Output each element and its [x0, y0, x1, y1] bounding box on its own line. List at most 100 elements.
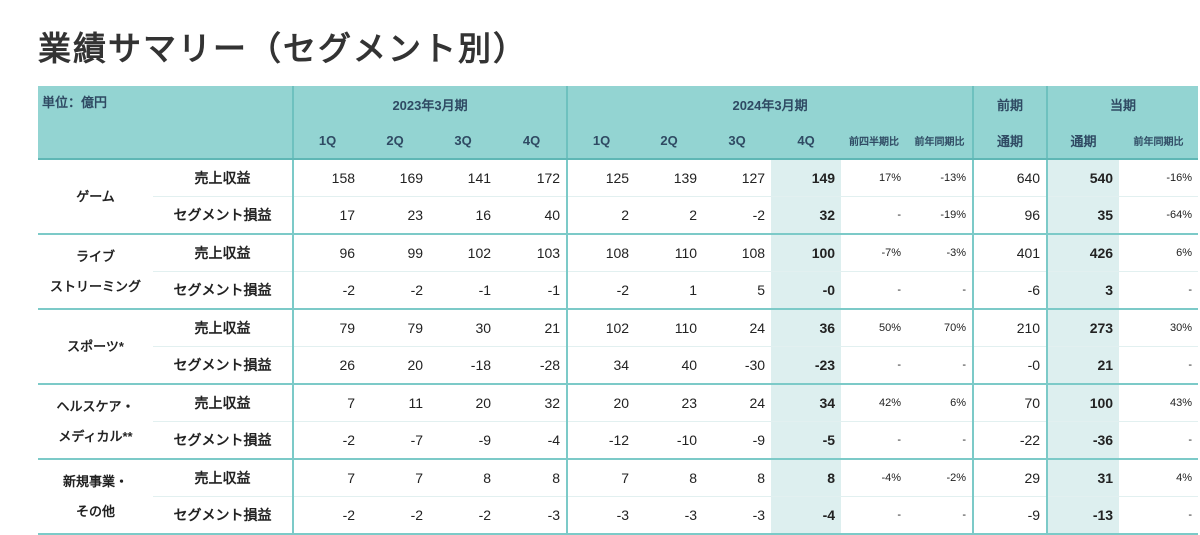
fy24-q2-value: 40: [635, 346, 704, 385]
curr-full-value: 540: [1046, 159, 1120, 197]
fy23-q2-value: 20: [361, 346, 430, 385]
fy23-q3-value: -2: [429, 496, 498, 535]
fy24-q4-value: 32: [771, 196, 842, 235]
fy23-q1-value: -2: [292, 271, 362, 310]
fy23-q4-value: -28: [497, 346, 568, 385]
qoq-header: 前四半期比: [841, 122, 908, 160]
fy24-q4-value: 8: [771, 459, 842, 497]
fy23-q3-value: 30: [429, 309, 498, 347]
curr-yoy-value: -: [1119, 271, 1199, 310]
table-row: ライブ ストリーミング 売上収益 96 99 102 103 108 110 108 100 -7%…: [38, 234, 1199, 310]
fy24-q4-value: -0: [771, 271, 842, 310]
curr-yoy-value: 30%: [1119, 309, 1199, 347]
fy23-q4-value: 8: [497, 459, 568, 497]
prev-full-header: 通期: [972, 122, 1048, 160]
qoq-value: -: [841, 271, 908, 310]
fy24-q1-value: 102: [566, 309, 636, 347]
fy2024-header: 2024年3月期: [566, 86, 974, 122]
fy24-q3-value: 5: [703, 271, 772, 310]
fy23-q2-value: -7: [361, 421, 430, 460]
segment-name: 新規事業・ その他: [38, 459, 153, 535]
qoq-value: -7%: [841, 234, 908, 272]
qoq-value: 42%: [841, 384, 908, 422]
curr-yoy-value: -16%: [1119, 159, 1199, 197]
fy24-q2-header: 2Q: [635, 122, 704, 160]
curr-full-value: 35: [1046, 196, 1120, 235]
fy23-q3-value: 8: [429, 459, 498, 497]
metric-label: 売上収益: [153, 459, 294, 497]
fy24-q4-value: 149: [771, 159, 842, 197]
fy23-q2-value: 99: [361, 234, 430, 272]
qoq-value: -: [841, 421, 908, 460]
fy23-q4-value: 21: [497, 309, 568, 347]
curr-full-value: -36: [1046, 421, 1120, 460]
fy24-q3-value: 8: [703, 459, 772, 497]
prev-full-value: -6: [972, 271, 1048, 310]
fy24-q1-value: 125: [566, 159, 636, 197]
fy23-q1-header: 1Q: [292, 122, 362, 160]
yoy-value: 70%: [907, 309, 974, 347]
curr-yoy-header: 前年同期比: [1119, 122, 1199, 160]
header-spacer: [38, 122, 294, 160]
segment-summary-table: 単位：億円 2023年3月期 2024年3月期 前期 当期 1Q 2Q 3Q 4…: [38, 86, 1199, 535]
fy24-q4-value: -23: [771, 346, 842, 385]
curr-period-header: 当期: [1046, 86, 1199, 122]
qoq-value: 50%: [841, 309, 908, 347]
fy23-q3-value: -1: [429, 271, 498, 310]
yoy-value: -: [907, 421, 974, 460]
fy24-q2-value: 23: [635, 384, 704, 422]
metric-label: セグメント損益: [153, 271, 294, 310]
prev-full-value: -9: [972, 496, 1048, 535]
fy24-q4-value: -4: [771, 496, 842, 535]
curr-full-header: 通期: [1046, 122, 1120, 160]
fy24-q2-value: 1: [635, 271, 704, 310]
curr-full-value: 3: [1046, 271, 1120, 310]
curr-yoy-value: 4%: [1119, 459, 1199, 497]
fy23-q1-value: 96: [292, 234, 362, 272]
fy23-q4-header: 4Q: [497, 122, 568, 160]
qoq-value: -4%: [841, 459, 908, 497]
yoy-value: -3%: [907, 234, 974, 272]
fy24-q2-value: -10: [635, 421, 704, 460]
prev-full-value: 401: [972, 234, 1048, 272]
fy23-q3-value: -18: [429, 346, 498, 385]
segment-name: ヘルスケア・ メディカル**: [38, 384, 153, 460]
fy23-q2-value: -2: [361, 271, 430, 310]
fy23-q1-value: 17: [292, 196, 362, 235]
fy23-q4-value: 172: [497, 159, 568, 197]
metric-label: セグメント損益: [153, 421, 294, 460]
segment-name: ゲーム: [38, 159, 153, 235]
fy24-q2-value: 110: [635, 234, 704, 272]
segment-name: ライブ ストリーミング: [38, 234, 153, 310]
fy23-q2-value: -2: [361, 496, 430, 535]
table-row: スポーツ* 売上収益 79 79 30 21 102 110 24 36 50% 70% 210 273 3…: [38, 309, 1199, 385]
curr-yoy-value: -: [1119, 421, 1199, 460]
fy23-q1-value: 79: [292, 309, 362, 347]
fy23-q2-value: 169: [361, 159, 430, 197]
fy24-q2-value: 139: [635, 159, 704, 197]
fy24-q1-value: -3: [566, 496, 636, 535]
curr-full-value: 100: [1046, 384, 1120, 422]
curr-yoy-value: -: [1119, 496, 1199, 535]
fy24-q4-value: 34: [771, 384, 842, 422]
table-body: ゲーム 売上収益 158 169 141 172 125 139 127 149 17% -13% 64…: [38, 159, 1199, 535]
metric-label: セグメント損益: [153, 346, 294, 385]
table-row: セグメント損益 -2 -2 -2 -3 -3 -3 -3 -4- - -9 -13-: [38, 496, 1199, 535]
fy24-q2-value: -3: [635, 496, 704, 535]
page-title: 業績サマリー（セグメント別）: [38, 29, 528, 68]
table-row: ゲーム 売上収益 158 169 141 172 125 139 127 149 17% -13% 64…: [38, 159, 1199, 235]
fy23-q1-value: -2: [292, 496, 362, 535]
yoy-value: -: [907, 271, 974, 310]
fy24-q3-value: -9: [703, 421, 772, 460]
fy23-q4-value: 103: [497, 234, 568, 272]
yoy-value: 6%: [907, 384, 974, 422]
fy24-q3-value: 108: [703, 234, 772, 272]
fy23-q4-value: 32: [497, 384, 568, 422]
fy23-q4-value: -3: [497, 496, 568, 535]
yoy-value: -19%: [907, 196, 974, 235]
fy23-q1-value: 7: [292, 384, 362, 422]
qoq-value: -: [841, 196, 908, 235]
qoq-value: -: [841, 496, 908, 535]
curr-yoy-value: 43%: [1119, 384, 1199, 422]
fy24-q4-value: 36: [771, 309, 842, 347]
